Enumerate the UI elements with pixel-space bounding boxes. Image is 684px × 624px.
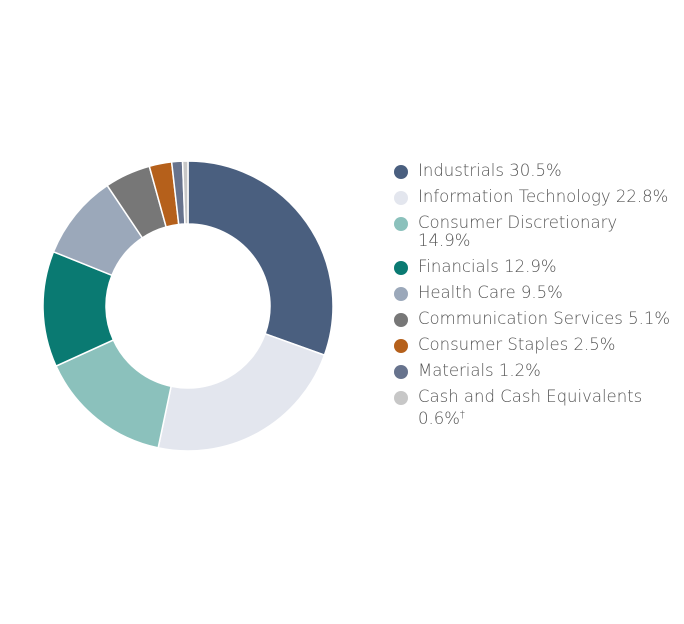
legend-marker [394, 191, 408, 205]
legend-label: Information Technology 22.8% [418, 187, 669, 206]
chart-legend: Industrials 30.5% Information Technology… [394, 162, 674, 436]
legend-marker [394, 261, 408, 275]
legend-item-health-care: Health Care 9.5% [394, 284, 674, 302]
legend-footnote-mark: † [459, 409, 465, 420]
legend-label: Consumer Discretionary 14.9% [418, 213, 618, 250]
legend-label: Cash and Cash Equivalents 0.6%† [418, 387, 642, 428]
legend-marker [394, 339, 408, 353]
legend-marker [394, 165, 408, 179]
legend-item-cash-and-cash-equivalents: Cash and Cash Equivalents 0.6%† [394, 388, 674, 428]
slice-cash-and-cash-equivalents [181, 160, 189, 225]
legend-item-consumer-discretionary: Consumer Discretionary 14.9% [394, 214, 674, 250]
slice-information-technology [157, 332, 326, 452]
legend-label: Materials 1.2% [418, 361, 541, 380]
legend-item-consumer-staples: Consumer Staples 2.5% [394, 336, 674, 354]
legend-label: Financials 12.9% [418, 257, 557, 276]
legend-marker [394, 313, 408, 327]
legend-item-communication-services: Communication Services 5.1% [394, 310, 674, 328]
legend-item-industrials: Industrials 30.5% [394, 162, 674, 180]
slice-industrials [187, 160, 334, 357]
legend-marker [394, 391, 408, 405]
legend-marker [394, 287, 408, 301]
legend-item-financials: Financials 12.9% [394, 258, 674, 276]
legend-label: Consumer Staples 2.5% [418, 335, 616, 354]
legend-label-text: Cash and Cash Equivalents 0.6% [418, 387, 643, 428]
legend-item-materials: Materials 1.2% [394, 362, 674, 380]
legend-item-information-technology: Information Technology 22.8% [394, 188, 674, 206]
legend-marker [394, 365, 408, 379]
legend-label: Industrials 30.5% [418, 161, 562, 180]
legend-label: Communication Services 5.1% [418, 309, 671, 328]
legend-marker [394, 217, 408, 231]
legend-label: Health Care 9.5% [418, 283, 563, 302]
